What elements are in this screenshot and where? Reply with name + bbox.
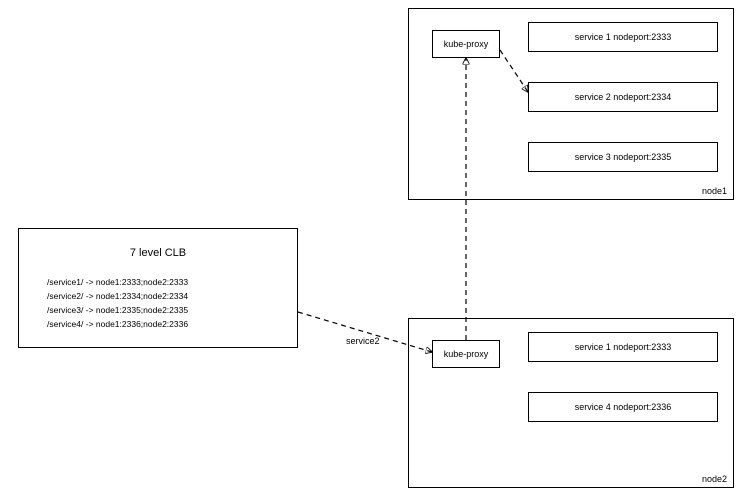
node1-service: service 2 nodeport:2334 bbox=[528, 82, 718, 112]
clb-rule: /service1/ -> node1:2333;node2:2333 bbox=[47, 277, 188, 288]
node2-service: service 1 nodeport:2333 bbox=[528, 332, 718, 362]
node2-proxy: kube-proxy bbox=[432, 340, 500, 368]
service-label: service 3 nodeport:2335 bbox=[575, 152, 672, 162]
service-label: service 1 nodeport:2333 bbox=[575, 32, 672, 42]
node2-label: node2 bbox=[702, 474, 727, 484]
clb-rule: /service3/ -> node1:2335;node2:2335 bbox=[47, 305, 188, 316]
node1-proxy-label: kube-proxy bbox=[444, 39, 489, 49]
service-label: service 4 nodeport:2336 bbox=[575, 402, 672, 412]
node1-label: node1 bbox=[702, 186, 727, 196]
clb-title: 7 level CLB bbox=[19, 247, 297, 259]
service-label: service 2 nodeport:2334 bbox=[575, 92, 672, 102]
node2-proxy-label: kube-proxy bbox=[444, 349, 489, 359]
node1-proxy: kube-proxy bbox=[432, 30, 500, 58]
edge-label-service2: service2 bbox=[346, 336, 380, 346]
node1-service: service 3 nodeport:2335 bbox=[528, 142, 718, 172]
clb-box: 7 level CLB /service1/ -> node1:2333;nod… bbox=[18, 228, 298, 348]
clb-rule: /service2/ -> node1:2334;node2:2334 bbox=[47, 291, 188, 302]
node1-service: service 1 nodeport:2333 bbox=[528, 22, 718, 52]
clb-rule: /service4/ -> node1:2336;node2:2336 bbox=[47, 319, 188, 330]
service-label: service 1 nodeport:2333 bbox=[575, 342, 672, 352]
node2-service: service 4 nodeport:2336 bbox=[528, 392, 718, 422]
